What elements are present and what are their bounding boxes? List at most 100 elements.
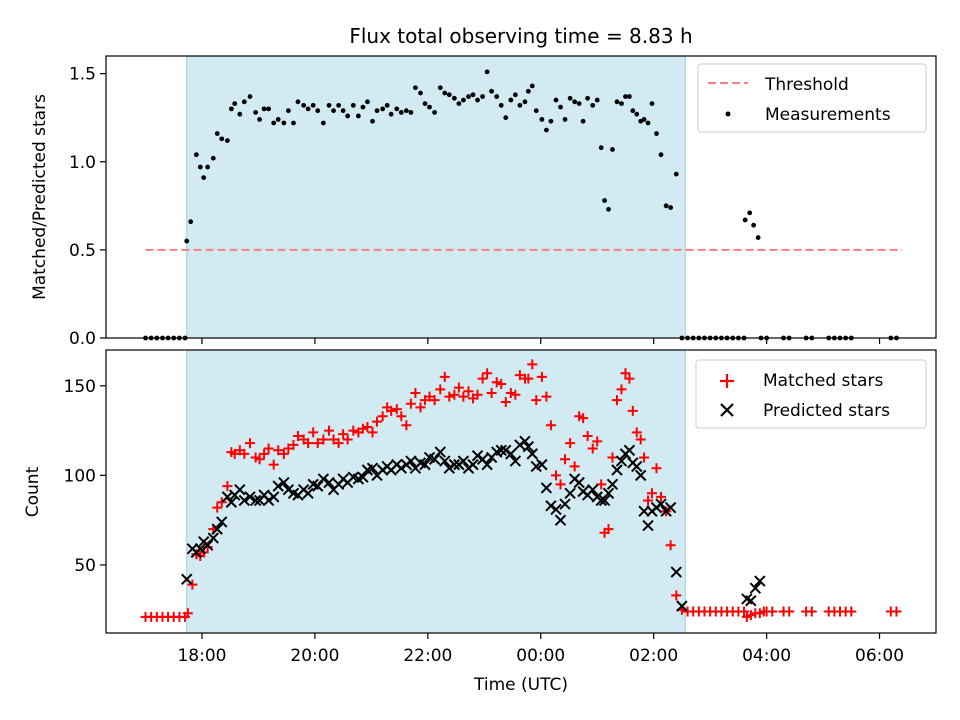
- predicted-star-point: [443, 462, 456, 474]
- predicted-star-point: [615, 455, 628, 467]
- matched-star-points: [140, 359, 902, 622]
- measurement-point: [649, 101, 655, 106]
- x-tick-label: 22:00: [403, 646, 452, 666]
- measurement-point: [751, 222, 757, 228]
- y-tick-label: 100: [64, 466, 96, 486]
- measurement-point: [301, 102, 307, 108]
- measurement-point: [614, 99, 620, 105]
- y-tick-label: 1.5: [69, 65, 96, 85]
- matched-star-point: [665, 540, 676, 551]
- measurement-point: [494, 94, 500, 99]
- predicted-star-point: [611, 464, 623, 476]
- matched-star-point: [784, 606, 795, 617]
- predicted-star-point: [181, 573, 193, 585]
- measurement-point: [668, 205, 674, 210]
- measurement-point: [281, 120, 287, 126]
- measurement-point: [232, 101, 238, 106]
- matched-star-point: [531, 395, 542, 406]
- predicted-star-point: [559, 498, 571, 510]
- matched-star-point: [514, 370, 525, 381]
- matched-star-point: [560, 454, 571, 465]
- measurement-point: [331, 108, 336, 114]
- measurement-point: [310, 102, 316, 108]
- measurement-point: [437, 85, 443, 91]
- measurement-point: [456, 101, 462, 106]
- bottom-y-label: Count: [23, 466, 43, 517]
- predicted-star-point: [509, 455, 522, 467]
- measurement-point: [539, 117, 545, 122]
- predicted-star-point: [623, 444, 636, 457]
- matched-star-point: [386, 405, 397, 416]
- matched-star-point: [587, 443, 598, 454]
- measurement-point: [562, 117, 568, 122]
- measurement-point: [627, 94, 632, 99]
- matched-star-point: [582, 430, 593, 441]
- matched-star-point: [318, 434, 329, 445]
- matched-star-point: [472, 389, 483, 400]
- predicted-star-point: [634, 469, 647, 482]
- measurement-point: [673, 171, 679, 177]
- predicted-star-point: [642, 519, 654, 532]
- predicted-star-point: [249, 494, 262, 507]
- predicted-star-point: [323, 476, 335, 489]
- measurement-point: [271, 120, 277, 126]
- matched-star-point: [631, 427, 642, 438]
- measurement-point: [446, 92, 452, 98]
- predicted-star-point: [550, 503, 562, 516]
- matched-star-point: [401, 420, 412, 431]
- matched-star-point: [527, 359, 538, 370]
- measurement-point: [205, 164, 211, 170]
- matched-star-point: [415, 402, 426, 413]
- x-tick-label: 02:00: [629, 646, 678, 666]
- predicted-star-point: [207, 532, 219, 544]
- matched-star-point: [545, 420, 556, 431]
- measurement-point: [610, 147, 615, 152]
- matched-star-point: [596, 479, 607, 490]
- predicted-star-point: [439, 455, 451, 467]
- predicted-star-point: [670, 566, 682, 578]
- measurement-point: [210, 155, 216, 161]
- measurement-point: [394, 106, 400, 112]
- measurement-point: [442, 90, 448, 96]
- matched-star-point: [268, 459, 279, 470]
- measurement-point: [553, 97, 559, 103]
- matched-star-point: [635, 434, 646, 445]
- y-tick-label: 50: [74, 556, 96, 576]
- measurement-point: [340, 108, 346, 114]
- measurement-point: [184, 238, 190, 244]
- matched-star-point: [592, 436, 603, 447]
- matched-star-point: [212, 502, 223, 513]
- matched-star-point: [202, 542, 213, 553]
- measurement-point: [598, 145, 604, 151]
- matched-star-point: [444, 391, 455, 402]
- legend-predicted-label: Predicted stars: [763, 401, 890, 421]
- y-tick-label: 0.5: [69, 241, 96, 261]
- predicted-star-point: [194, 543, 207, 555]
- matched-star-point: [292, 430, 303, 441]
- x-tick-label: 18:00: [177, 646, 226, 666]
- measurement-point: [432, 110, 438, 115]
- matched-star-point: [491, 377, 502, 388]
- measurement-point: [580, 118, 586, 124]
- matched-star-point: [611, 395, 622, 406]
- predicted-star-point: [201, 539, 214, 551]
- predicted-star-point: [395, 462, 408, 474]
- measurement-point: [517, 102, 523, 108]
- measurement-point: [413, 85, 418, 91]
- matched-star-point: [372, 416, 383, 427]
- matched-star-point: [283, 443, 294, 454]
- matched-star-point: [624, 373, 635, 384]
- measurement-point: [602, 198, 607, 203]
- matched-star-point: [367, 427, 378, 438]
- matched-star-point: [405, 398, 416, 409]
- bottom-x-ticks: 18:00 20:00 22:00 00:00 02:00 04:00 06:00: [177, 633, 904, 666]
- legend-matched-label: Matched stars: [763, 371, 883, 391]
- measurement-point: [508, 97, 514, 103]
- matched-star-point: [651, 463, 662, 474]
- matched-star-point: [396, 411, 407, 422]
- measurement-point: [630, 108, 636, 114]
- measurement-point: [384, 102, 390, 108]
- measurement-point: [188, 219, 194, 225]
- predicted-star-point: [586, 484, 599, 496]
